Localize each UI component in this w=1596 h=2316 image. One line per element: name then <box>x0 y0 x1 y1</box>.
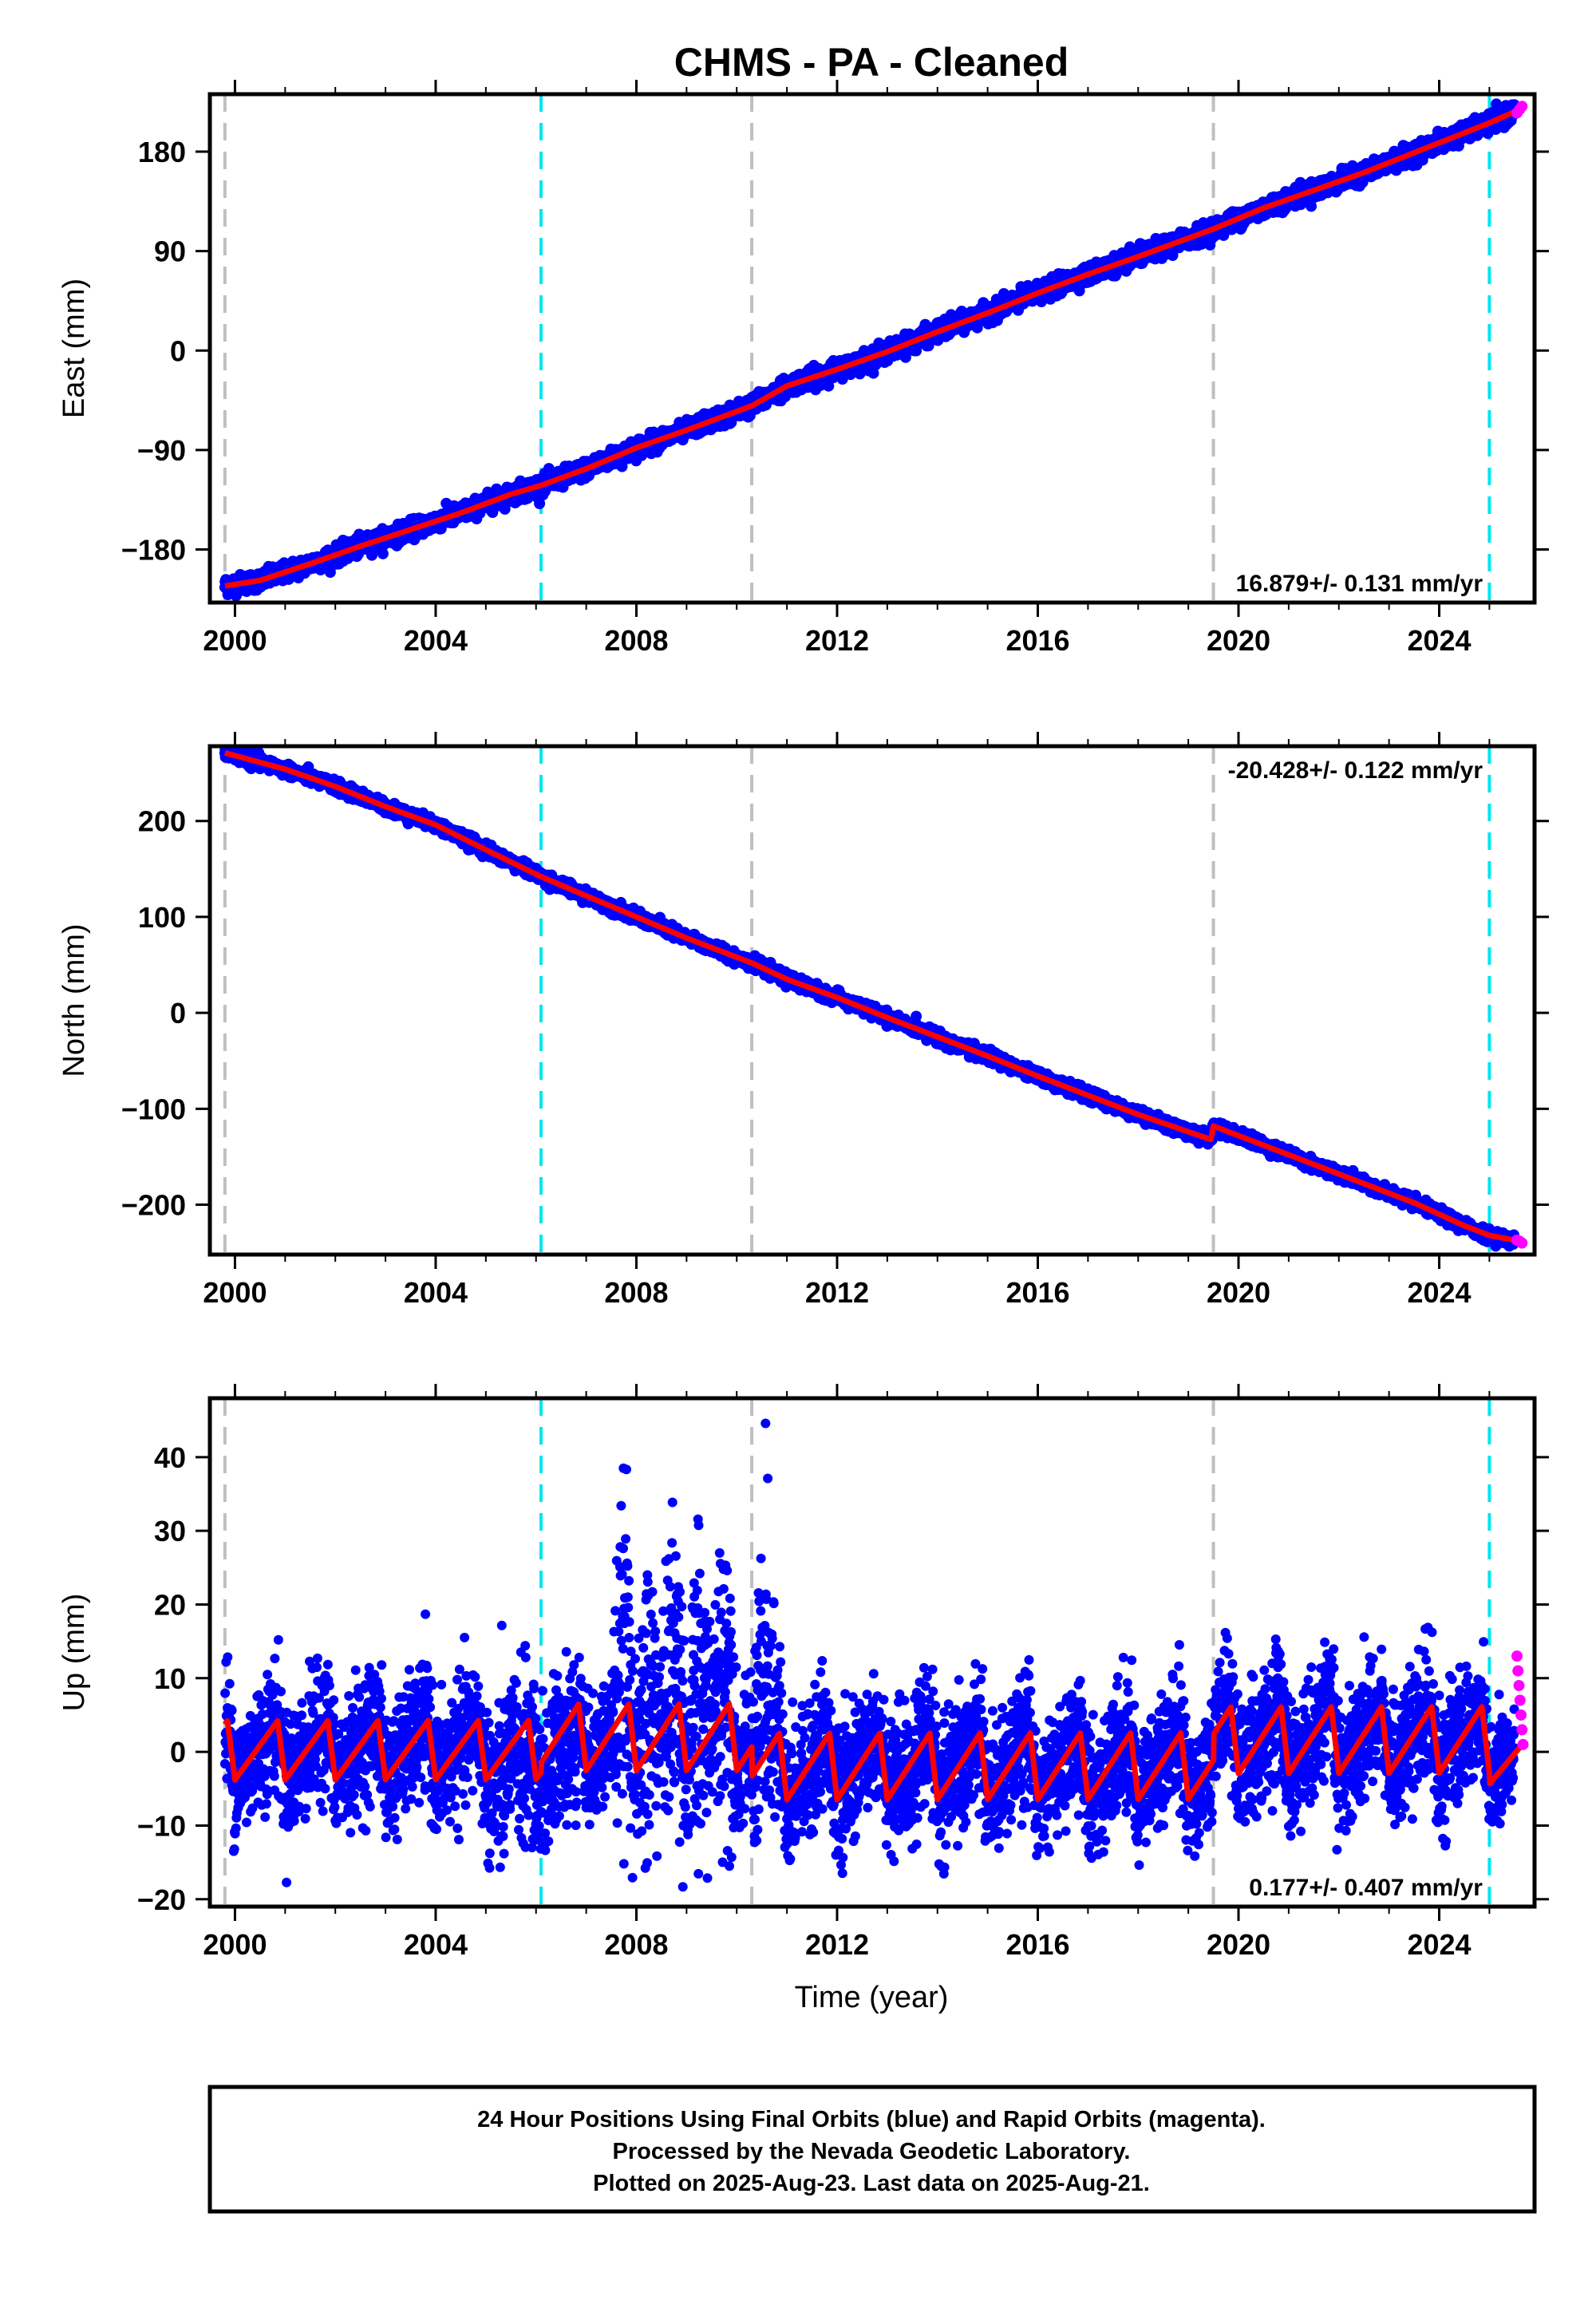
x-tick-label: 2020 <box>1207 624 1270 657</box>
data-point <box>377 547 389 559</box>
east-panel: 2000 2004 2008 2012 2016 2020 2024 −180 −90 0 90 18… <box>57 80 1549 657</box>
y-tick-label: 0 <box>170 334 186 367</box>
data-point <box>899 351 911 363</box>
x-tick-label: 2000 <box>203 624 267 657</box>
chart-title: CHMS - PA - Cleaned <box>674 40 1069 85</box>
x-tick-label: 2012 <box>805 624 869 657</box>
x-tick-label: 2016 <box>1005 624 1069 657</box>
rapid-point <box>1516 101 1528 113</box>
velocity-label: 16.879+/- 0.131 mm/yr <box>1236 571 1483 597</box>
plot-area <box>219 94 1528 603</box>
data-point <box>867 367 879 379</box>
plot-area <box>219 746 1528 1255</box>
y-tick-label: 90 <box>154 235 186 268</box>
x-tick-label: 2008 <box>604 624 668 657</box>
y-tick-label: −90 <box>137 434 186 467</box>
data-point <box>534 498 546 509</box>
y-tick-label: 180 <box>138 136 186 168</box>
y-tick-label: −180 <box>121 534 186 567</box>
x-tick-label: 2024 <box>1407 624 1471 657</box>
y-axis-label: East (mm) <box>57 279 91 418</box>
x-tick-label: 2004 <box>404 624 468 657</box>
north-panel: 2000 2004 2008 2012 2016 2020 2024−200−1000100… <box>57 732 1549 1309</box>
